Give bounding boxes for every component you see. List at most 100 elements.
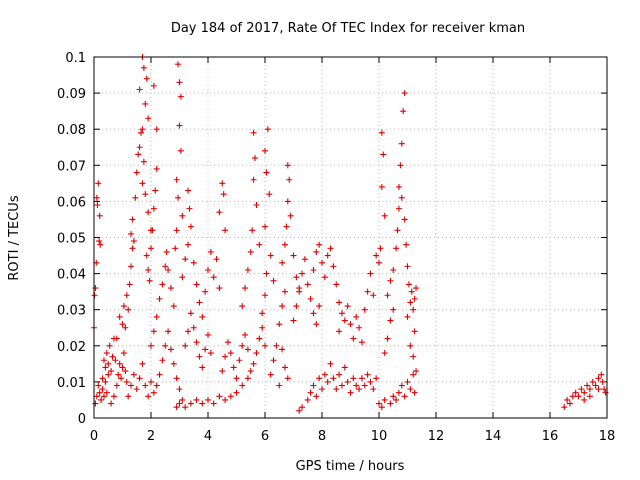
data-point (136, 375, 143, 382)
data-point (341, 364, 348, 371)
data-point (150, 328, 157, 335)
data-point (263, 270, 270, 277)
data-point (263, 169, 270, 176)
data-point (350, 375, 357, 382)
data-point (589, 378, 596, 385)
data-point (387, 277, 394, 284)
data-point (284, 162, 291, 169)
data-point (411, 328, 418, 335)
data-point (304, 396, 311, 403)
data-point (575, 393, 582, 400)
data-point (338, 382, 345, 389)
y-tick-label: 0.06 (57, 195, 86, 210)
x-tick-label: 10 (371, 429, 388, 444)
y-tick-label: 0 (78, 412, 86, 427)
data-point (93, 393, 100, 400)
data-point (163, 248, 170, 255)
data-point (135, 151, 142, 158)
data-point (162, 342, 169, 349)
data-point (283, 223, 290, 230)
data-point (175, 61, 182, 68)
data-point (118, 375, 125, 382)
data-point (92, 400, 99, 407)
data-point (324, 252, 331, 259)
data-point (284, 375, 291, 382)
data-point (281, 288, 288, 295)
data-point (390, 393, 397, 400)
data-point (592, 382, 599, 389)
data-point (344, 303, 351, 310)
data-point (598, 371, 605, 378)
data-point (103, 350, 110, 357)
data-point (96, 238, 103, 245)
data-point (358, 339, 365, 346)
data-point (286, 176, 293, 183)
data-point (336, 299, 343, 306)
data-point (113, 335, 120, 342)
data-point (156, 371, 163, 378)
data-point (319, 259, 325, 266)
data-point (182, 404, 189, 411)
data-point (378, 183, 385, 190)
data-point (98, 396, 105, 403)
x-tick-label: 18 (599, 429, 616, 444)
data-point (190, 259, 197, 266)
chart-title: Day 184 of 2017, Rate Of TEC Index for r… (171, 21, 525, 36)
data-point (267, 252, 274, 259)
data-point (299, 270, 306, 277)
data-point (113, 382, 120, 389)
data-point (324, 378, 331, 385)
data-point (601, 386, 608, 393)
data-point (100, 393, 107, 400)
data-point (227, 393, 234, 400)
data-point (170, 360, 177, 367)
data-point (145, 393, 152, 400)
data-point (116, 313, 123, 320)
data-point (185, 328, 192, 335)
data-point (367, 270, 374, 277)
data-point (307, 295, 314, 302)
data-point (364, 371, 371, 378)
data-point (404, 313, 411, 320)
data-point (247, 368, 254, 375)
data-point (224, 339, 231, 346)
data-point (125, 393, 132, 400)
data-point (222, 396, 229, 403)
y-tick-label: 0.01 (57, 376, 86, 391)
data-point (281, 364, 288, 371)
data-point (173, 227, 180, 234)
data-point (142, 191, 149, 198)
data-point (341, 317, 348, 324)
data-point (205, 396, 211, 403)
data-point (316, 303, 323, 310)
data-point (175, 194, 182, 201)
data-point (216, 393, 223, 400)
x-tick-label: 6 (261, 429, 269, 444)
data-point (210, 400, 217, 407)
data-point (250, 176, 257, 183)
data-point (177, 93, 184, 100)
data-point (395, 205, 402, 212)
data-point (410, 306, 417, 313)
data-point (273, 342, 280, 349)
data-point (187, 223, 194, 230)
data-point (321, 274, 328, 281)
data-point (185, 241, 192, 248)
data-point (222, 353, 229, 360)
data-point (408, 288, 415, 295)
data-point (301, 256, 308, 263)
data-point (230, 364, 237, 371)
data-point (304, 281, 311, 288)
plot-frame (93, 56, 608, 419)
data-point (266, 191, 273, 198)
data-point (99, 386, 106, 393)
data-point (250, 360, 257, 367)
data-point (96, 212, 103, 219)
data-point (381, 212, 388, 219)
data-point (167, 285, 174, 292)
data-point (139, 180, 146, 187)
y-axis-ticks: 0 0.01 0.02 0.03 0.04 0.05 0.06 0.07 0.08 0.09 0.1 (57, 51, 607, 427)
data-point (405, 281, 412, 288)
data-point (109, 353, 116, 360)
